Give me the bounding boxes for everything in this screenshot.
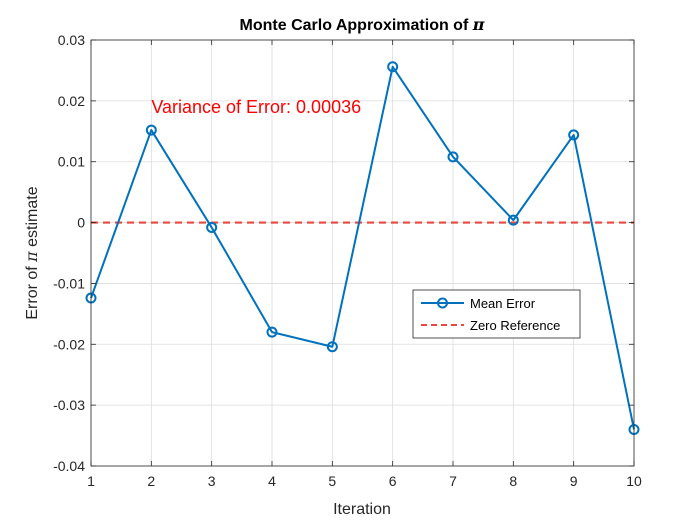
chart-title: Monte Carlo Approximation of π: [240, 15, 485, 34]
y-tick-label: 0.01: [58, 154, 85, 170]
mean-error-point: [326, 341, 338, 353]
y-tick-label: -0.02: [53, 336, 85, 352]
y-tick-label: 0: [77, 215, 85, 231]
legend-label-zero-reference: Zero Reference: [470, 318, 560, 333]
mean-error-point: [507, 214, 519, 226]
y-tick-label: 0.02: [58, 93, 85, 109]
y-axis-label-pi-symbol: π: [22, 251, 41, 263]
y-tick-label: -0.03: [53, 397, 85, 413]
mean-error-point: [266, 326, 278, 338]
mean-error-point: [568, 129, 580, 141]
ticks: 1 2 3 4 5 6 7 8 9 10 -0.04 -0.03 -0.02 -0.01 0 0.01 0.02…: [53, 32, 642, 489]
x-tick-label: 8: [509, 473, 517, 489]
x-tick-label: 2: [147, 473, 155, 489]
x-tick-label: 6: [389, 473, 397, 489]
mean-error-point: [447, 151, 459, 163]
x-tick-label: 7: [449, 473, 457, 489]
x-tick-label: 9: [570, 473, 578, 489]
legend-marker-mean-error: [437, 297, 448, 309]
mean-error-point: [206, 221, 218, 233]
axes-box: [90, 39, 635, 467]
x-tick-label: 10: [626, 473, 642, 489]
y-tick-label: -0.04: [53, 458, 85, 474]
plot-area: 1 2 3 4 5 6 7 8 9 10 -0.04 -0.03 -0.02 -0.01 0 0.01 0.02…: [53, 32, 642, 489]
mean-error-line: [90, 65, 635, 430]
y-tick-label: 0.03: [58, 32, 85, 48]
legend-label-mean-error: Mean Error: [470, 296, 536, 311]
mean-error-point: [145, 124, 157, 136]
y-axis-label: Error of π estimate: [22, 186, 41, 319]
x-axis-label: Iteration: [333, 501, 391, 518]
axes-background: [91, 40, 634, 466]
variance-annotation: Variance of Error: 0.00036: [151, 97, 361, 117]
x-tick-label: 5: [328, 473, 336, 489]
x-tick-label: 1: [87, 473, 95, 489]
x-tick-label: 4: [268, 473, 276, 489]
x-tick-label: 3: [208, 473, 216, 489]
y-axis-label-suffix: estimate: [24, 186, 41, 251]
mean-error-point: [387, 61, 399, 73]
legend: Mean Error Zero Reference: [412, 289, 581, 339]
y-axis-label-prefix: Error of: [24, 262, 41, 320]
chart-title-pi-symbol: π: [472, 15, 485, 34]
chart-title-text: Monte Carlo Approximation of: [240, 17, 473, 34]
y-tick-label: -0.01: [53, 275, 85, 291]
